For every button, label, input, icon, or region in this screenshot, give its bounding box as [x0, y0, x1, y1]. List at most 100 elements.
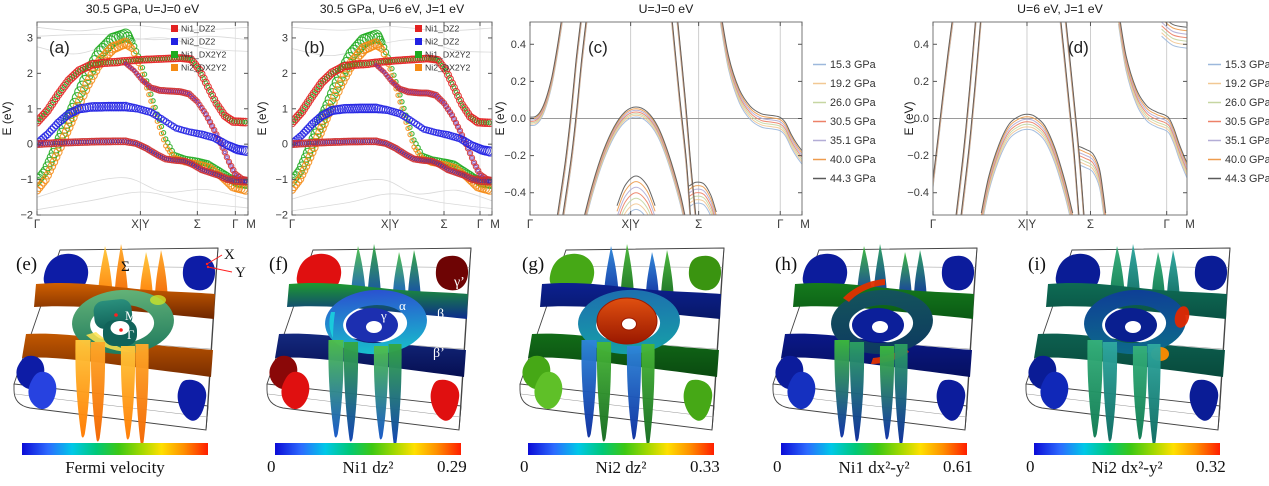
svg-text:30.5 GPa: 30.5 GPa: [1225, 116, 1269, 128]
svg-text:0.4: 0.4: [914, 39, 929, 51]
svg-text:X|Y: X|Y: [381, 219, 400, 231]
panel-letter: (d): [1068, 38, 1089, 57]
band-chart-svg-c: U=J=0 eV 0.4 0.2 0.0 −0.2 −0.4 Γ X|Y Σ Γ M E (eV) (c…: [493, 2, 876, 231]
svg-text:Ni1_DZ2: Ni1_DZ2: [425, 24, 459, 34]
svg-text:γ’: γ’: [453, 275, 465, 290]
colorbar-f: [275, 443, 461, 455]
svg-text:β’: β’: [433, 346, 445, 361]
plot-frame: [291, 21, 493, 216]
svg-text:Γ: Γ: [34, 219, 41, 231]
colorbar-max: 0.32: [1196, 457, 1226, 476]
svg-text:19.2 GPa: 19.2 GPa: [830, 78, 876, 90]
svg-text:X: X: [224, 247, 235, 263]
panel-f-fermi-surface: γ α β γ’ β’ (f) 0 0.29 Ni1 dz²: [253, 240, 506, 486]
svg-text:0.0: 0.0: [914, 113, 929, 125]
fermi-surfaces: [269, 244, 469, 446]
band-low_band: [37, 137, 248, 186]
legend: Ni1_DZ2 Ni2_DZ2 Ni1_DX2Y2 Ni2_DX2Y2: [171, 24, 227, 73]
svg-text:30.5 GPa: 30.5 GPa: [830, 116, 876, 128]
panel-c-pressure-bands-chart: U=J=0 eV 0.4 0.2 0.0 −0.2 −0.4 Γ X|Y Σ Γ M E (eV) (c…: [493, 0, 905, 240]
svg-text:Σ: Σ: [440, 219, 447, 231]
svg-text:Ni1_DX2Y2: Ni1_DX2Y2: [181, 50, 227, 60]
svg-text:−1: −1: [20, 174, 33, 186]
svg-text:Ni2_DZ2: Ni2_DZ2: [181, 37, 215, 47]
band-Ni2_DZ2: [292, 103, 492, 157]
svg-text:Σ: Σ: [121, 259, 130, 275]
svg-text:40.0 GPa: 40.0 GPa: [830, 154, 876, 166]
svg-text:35.1 GPa: 35.1 GPa: [830, 135, 876, 147]
svg-text:3: 3: [282, 32, 288, 44]
svg-text:44.3 GPa: 44.3 GPa: [1225, 173, 1269, 185]
panel-letter: (i): [1028, 254, 1046, 275]
colorbar-max: 0.33: [690, 457, 720, 476]
colorbar-label: Ni2 dz²: [595, 458, 647, 477]
colorbar-max: 0.29: [437, 457, 467, 476]
panel-letter: (g): [522, 254, 544, 275]
panel-a-fatband-chart: 30.5 GPa, U=J=0 eV 3 2 1 0 −1 −2 Γ X|Y Σ Γ M E (eV)(…: [0, 0, 256, 240]
panel-e-fermi-surface: Σ X Y M Γ (e) Fermi velocity: [0, 240, 253, 486]
panel-b-fatband-chart: 30.5 GPa, U=6 eV, J=1 eV 3 2 1 0 −1 −2 Γ X|Y Σ Γ M E…: [255, 0, 500, 240]
svg-text:−2: −2: [275, 210, 288, 222]
axes: 0.4 0.2 0.0 −0.2 −0.4 Γ X|Y Σ Γ M: [907, 22, 1195, 231]
svg-text:Γ: Γ: [1164, 219, 1171, 231]
colorbar-label: Fermi velocity: [65, 458, 165, 477]
svg-text:40.0 GPa: 40.0 GPa: [1225, 154, 1269, 166]
svg-text:−0.2: −0.2: [504, 150, 526, 162]
svg-text:3: 3: [27, 32, 33, 44]
axes: 0.4 0.2 0.0 −0.2 −0.4 Γ X|Y Σ Γ M: [504, 22, 810, 231]
svg-text:−0.4: −0.4: [907, 187, 929, 199]
panel-title: U=6 eV, J=1 eV: [1017, 2, 1103, 16]
svg-text:26.0 GPa: 26.0 GPa: [1225, 97, 1269, 109]
y-axis-label: E (eV): [255, 101, 269, 135]
panel-d-pressure-bands-chart: U=6 eV, J=1 eV 0.4 0.2 0.0 −0.2 −0.4 Γ X|Y Σ Γ M E …: [902, 0, 1269, 240]
panel-h-fermi-surface: (h) 0 0.61 Ni1 dx²-y²: [759, 240, 1012, 486]
colorbar-max: 0.61: [943, 457, 973, 476]
legend: 15.3 GPa 19.2 GPa 26.0 GPa 30.5 GPa 35.1 GPa…: [1208, 59, 1269, 185]
svg-text:M: M: [125, 308, 137, 323]
colorbar-h: [781, 443, 967, 455]
colorbar-label: Ni2 dx²-y²: [1091, 458, 1163, 477]
svg-text:Ni2_DX2Y2: Ni2_DX2Y2: [181, 63, 227, 73]
svg-text:M: M: [246, 219, 256, 231]
svg-text:15.3 GPa: 15.3 GPa: [830, 59, 876, 71]
svg-text:0.4: 0.4: [511, 39, 526, 51]
fermi-surfaces: [16, 244, 216, 446]
svg-text:15.3 GPa: 15.3 GPa: [1225, 59, 1269, 71]
annotations: γα β γ’ β’: [380, 275, 465, 361]
y-axis-label: E (eV): [902, 101, 916, 135]
svg-text:0: 0: [282, 139, 288, 151]
band-Ni1_DZ2: [292, 54, 492, 128]
svg-text:Y: Y: [235, 265, 246, 281]
colorbar-min: 0: [1026, 457, 1035, 476]
panel-i-fermi-surface: (i) 0 0.32 Ni2 dx²-y²: [1012, 240, 1269, 486]
band-Ni1_DZ2: [37, 54, 248, 127]
annotations: Σ XY MΓ: [114, 247, 246, 342]
band-mid_band: [122, 60, 248, 186]
panel-letter: (h): [775, 254, 797, 275]
panel-g-fermi-surface: (g) 0 0.33 Ni2 dz²: [506, 240, 759, 486]
svg-text:β: β: [437, 307, 444, 322]
svg-text:Γ: Γ: [477, 219, 484, 231]
svg-text:M: M: [1185, 219, 1195, 231]
band-chart-svg-d: U=6 eV, J=1 eV 0.4 0.2 0.0 −0.2 −0.4 Γ X|Y Σ Γ M E …: [902, 2, 1269, 231]
colorbar-min: 0: [520, 457, 529, 476]
series: [530, 22, 802, 215]
svg-text:0.2: 0.2: [914, 76, 929, 88]
svg-text:1: 1: [27, 103, 33, 115]
svg-text:Ni2_DZ2: Ni2_DZ2: [425, 37, 459, 47]
colorbar-min: 0: [267, 457, 276, 476]
panel-letter: (e): [16, 254, 37, 275]
svg-text:M: M: [490, 219, 500, 231]
y-axis-label: E (eV): [0, 101, 14, 135]
fermi-svg-h: (h): [772, 244, 978, 446]
panel-letter: (a): [49, 38, 70, 57]
svg-text:Σ: Σ: [695, 219, 702, 231]
svg-text:γ: γ: [380, 308, 387, 323]
svg-text:0.2: 0.2: [511, 76, 526, 88]
series: [933, 22, 1187, 215]
